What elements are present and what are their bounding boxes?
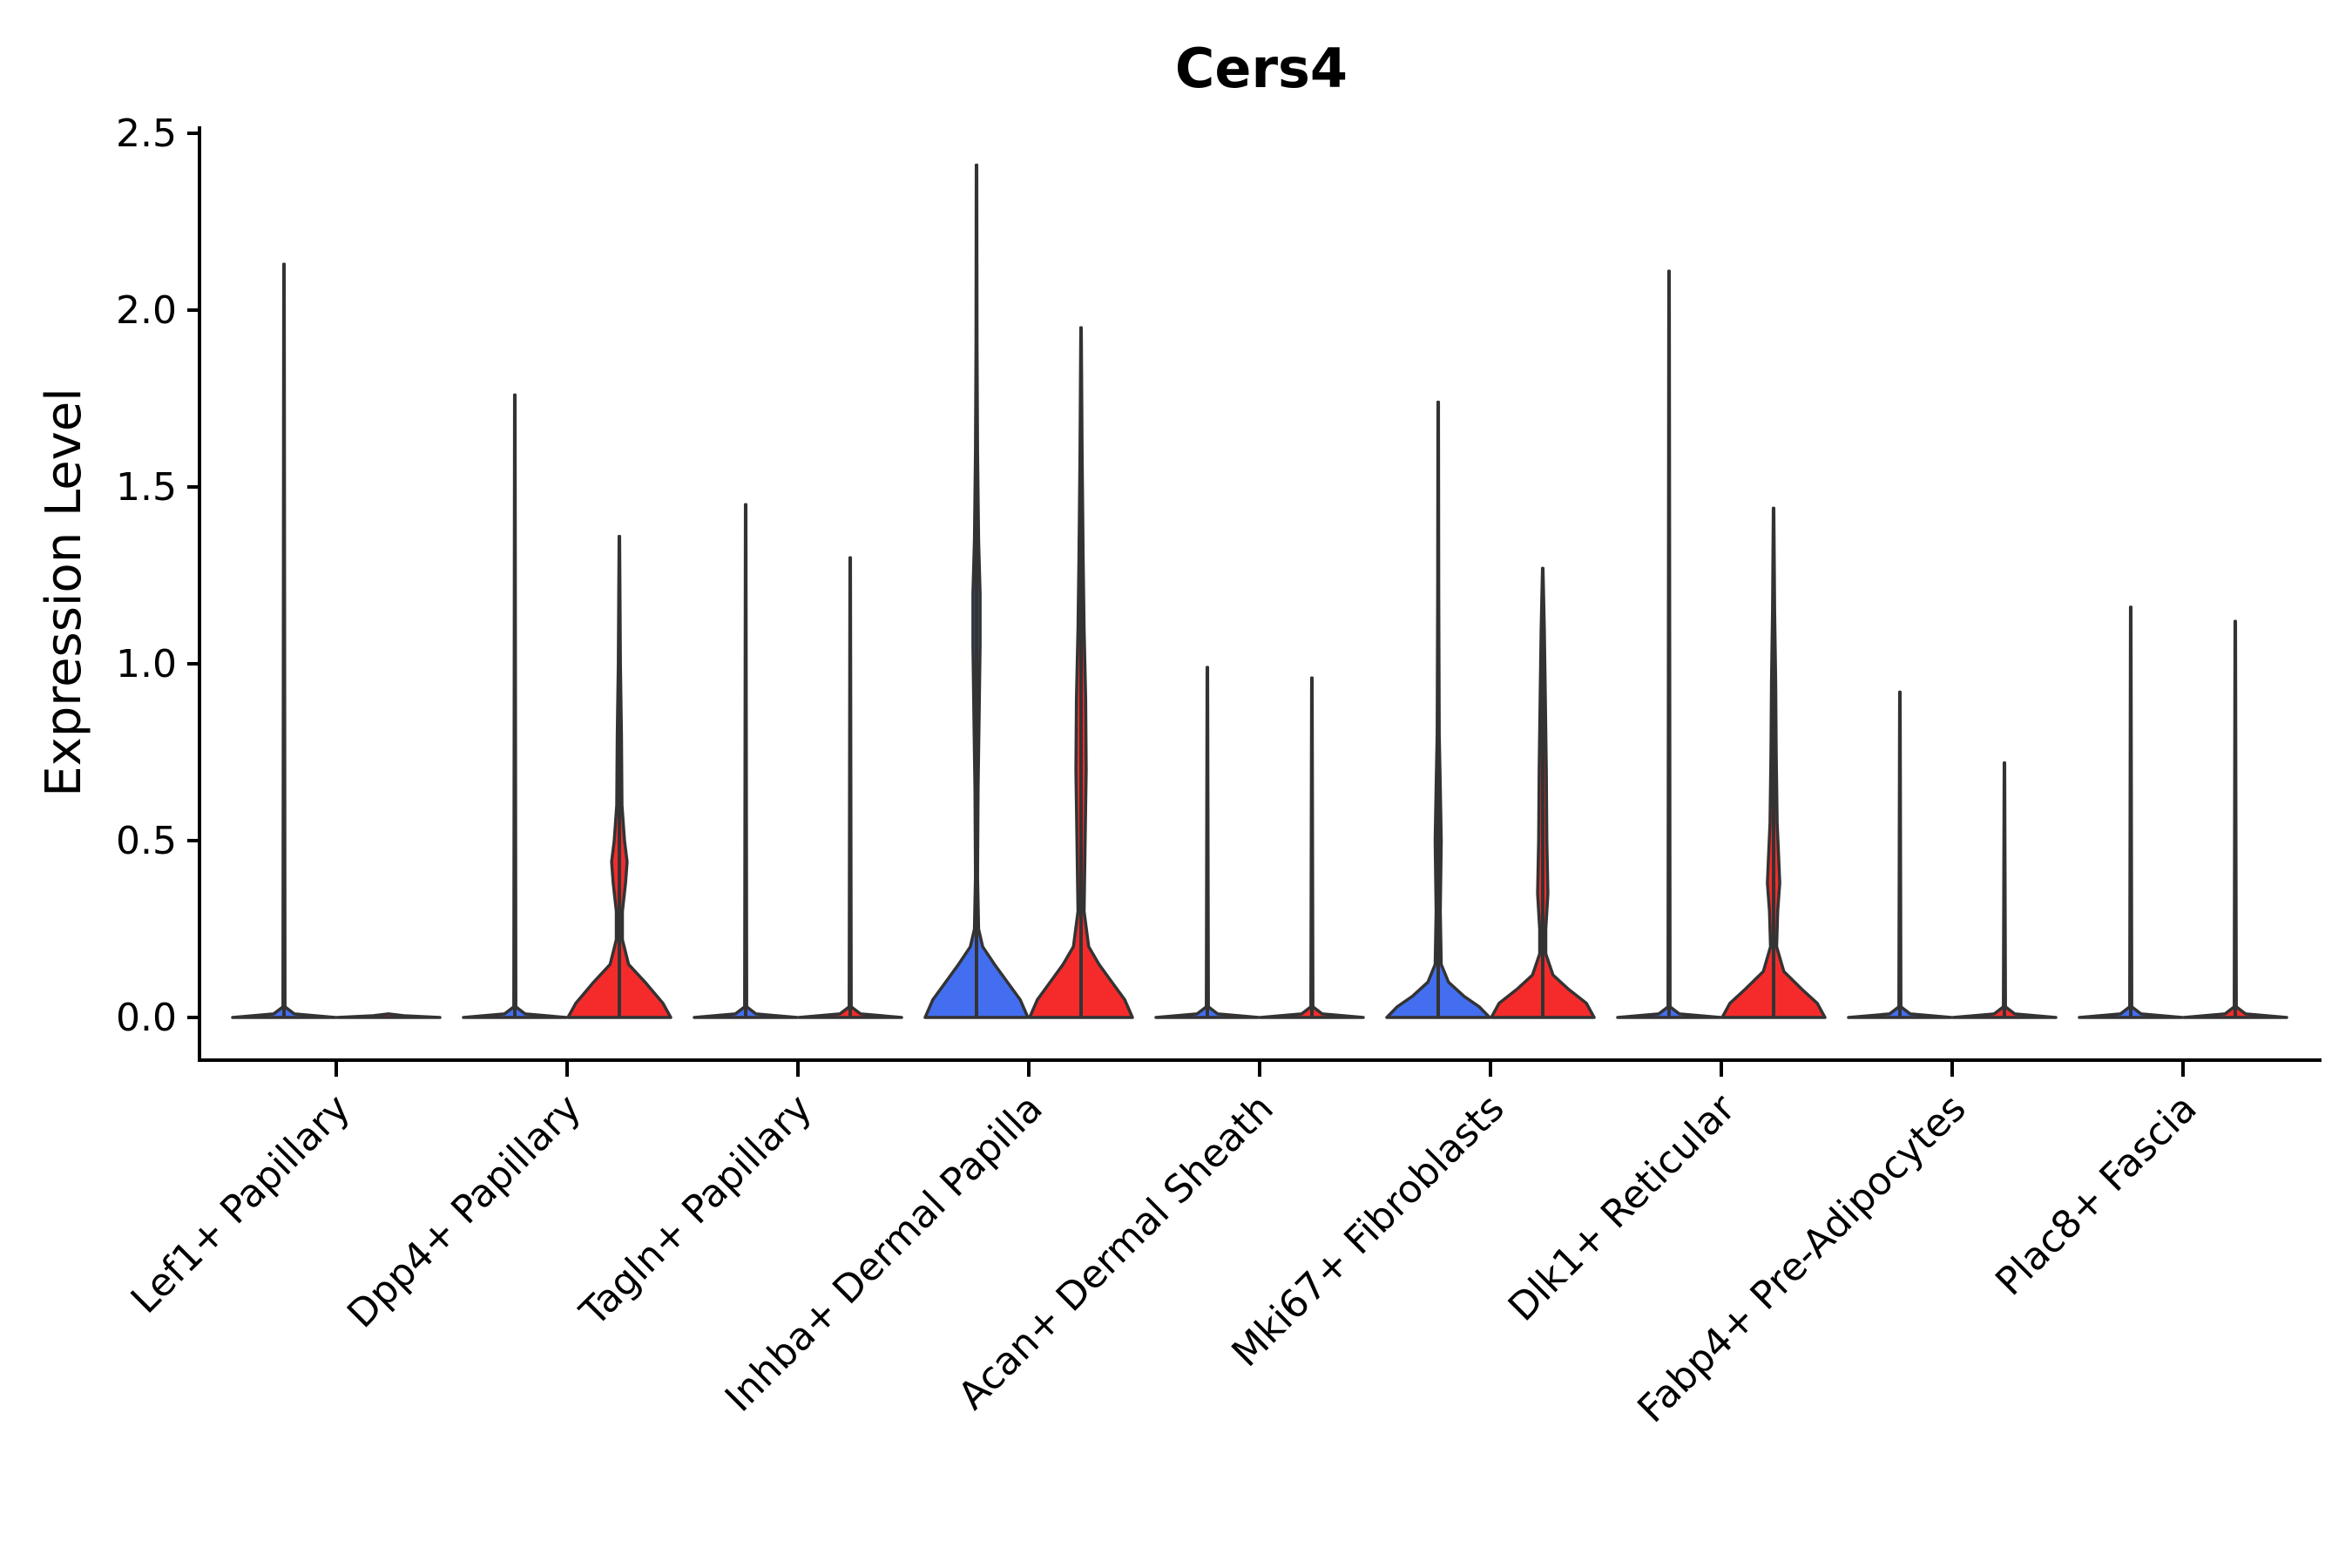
violin-layer — [231, 163, 2288, 1019]
y-tick-label: 0.5 — [116, 819, 177, 863]
x-tick-label: Dlk1+ Reticular — [1500, 1085, 1745, 1330]
violin-red — [335, 1012, 442, 1019]
y-tick-label: 2.5 — [116, 112, 177, 156]
x-tick-label: Lef1+ Papillary — [123, 1086, 359, 1322]
y-tick-label: 2.0 — [116, 288, 177, 333]
y-tick-label: 0.0 — [116, 996, 177, 1040]
y-axis-label: Expression Level — [36, 388, 92, 797]
y-tick-label: 1.5 — [116, 465, 177, 510]
x-tick-label: Dpp4+ Papillary — [339, 1086, 590, 1337]
x-tick-label: Tagln+ Papillary — [571, 1086, 821, 1335]
y-ticks: 0.0 0.5 1.0 1.5 2.0 2.5 — [116, 112, 199, 1040]
x-tick-label: Plac8+ Fascia — [1987, 1086, 2206, 1305]
chart-title: Cers4 — [1175, 37, 1348, 100]
y-tick-label: 1.0 — [116, 642, 177, 686]
